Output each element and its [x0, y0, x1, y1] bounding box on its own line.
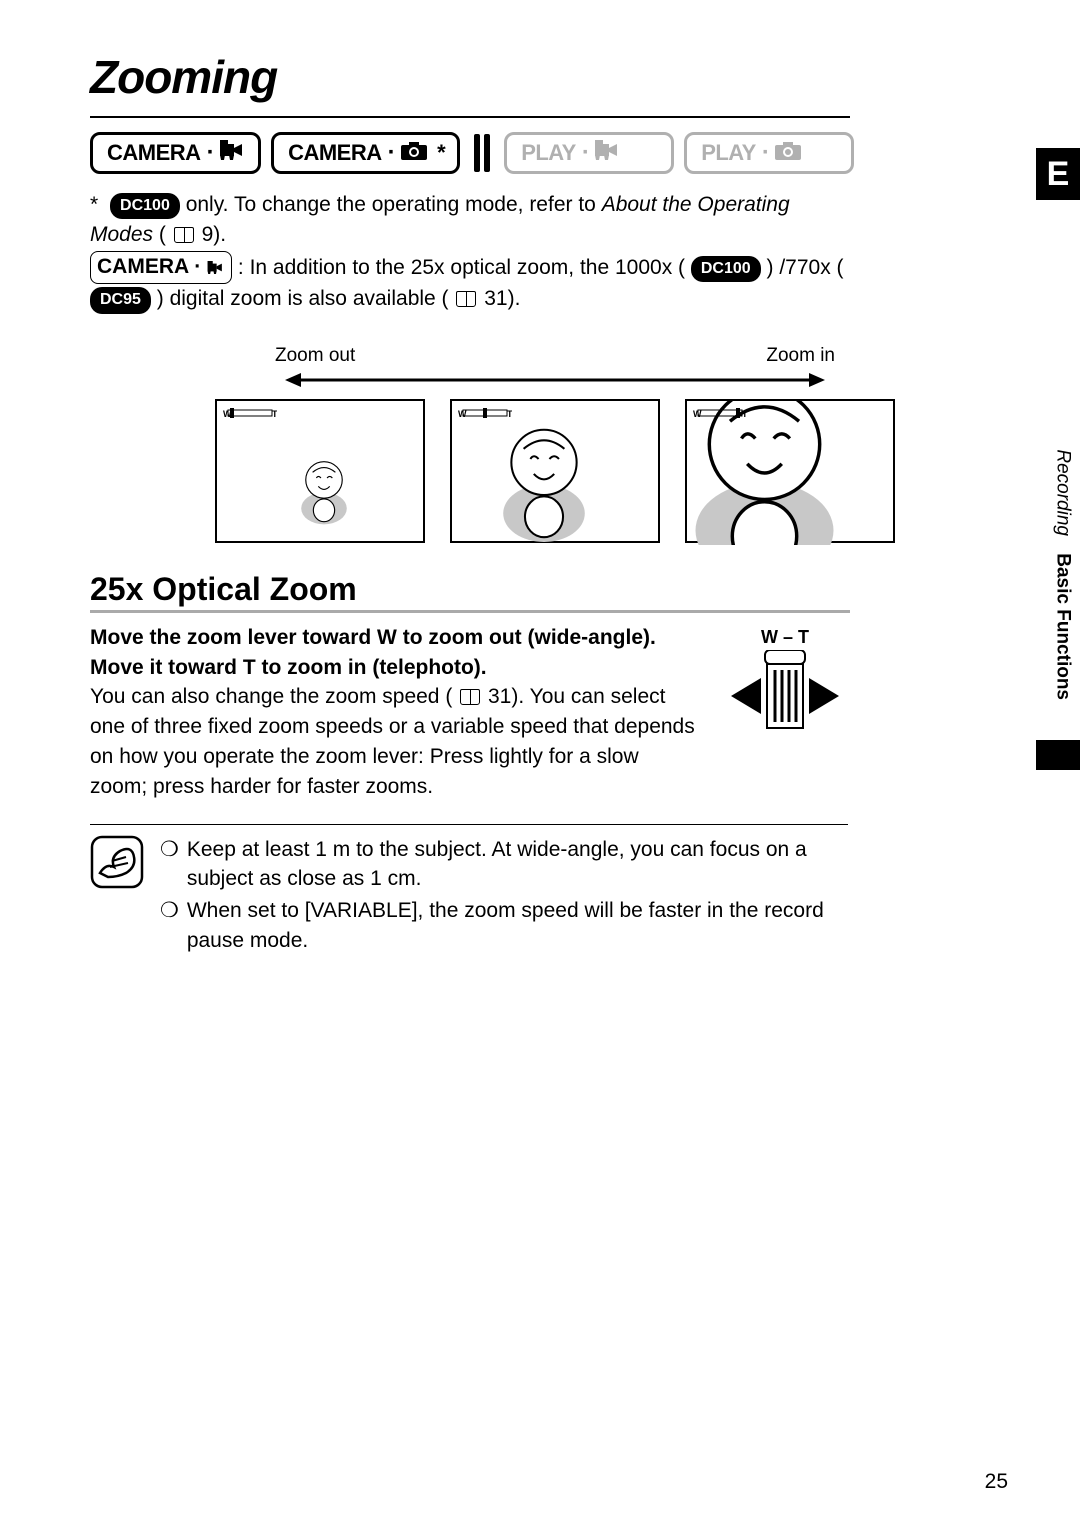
- zoom-control-diagram: W – T: [720, 623, 850, 802]
- thumbnails: WT WT: [215, 399, 895, 543]
- footnote-star: *: [90, 193, 98, 216]
- mode-divider: [474, 134, 490, 172]
- zoom-out-label: Zoom out: [275, 345, 355, 367]
- badge-dc95: DC95: [90, 287, 151, 313]
- wt-indicator: WT: [458, 407, 512, 419]
- section-rule: [90, 610, 850, 613]
- mode-play-photo-label: PLAY: [701, 140, 756, 166]
- mode-row: CAMERA · CAMERA · * PLAY · PLAY ·: [90, 132, 1020, 174]
- note-item: ❍ Keep at least 1 m to the subject. At w…: [160, 835, 850, 895]
- separator-dot: ·: [582, 141, 590, 165]
- zoom-diagram: Zoom out Zoom in WT: [215, 345, 895, 543]
- note-list: ❍ Keep at least 1 m to the subject. At w…: [160, 835, 850, 958]
- intro-ref2: 31).: [484, 287, 520, 310]
- intro-2a: : In addition to the 25x optical zoom, t…: [238, 256, 691, 279]
- thumb-wide: WT: [215, 399, 425, 543]
- arrow-line: [285, 371, 825, 389]
- page-number: 25: [985, 1470, 1008, 1494]
- mode-play-video-label: PLAY: [521, 140, 576, 166]
- video-icon: [220, 140, 246, 166]
- section-lead: Move the zoom lever toward W to zoom out…: [90, 626, 656, 679]
- side-label-sub: Recording: [1053, 449, 1074, 536]
- side-label: Recording Basic Functions: [1052, 449, 1074, 700]
- mode-camera-video-label: CAMERA: [107, 140, 201, 166]
- note-bullet: ❍: [160, 835, 179, 895]
- badge-dc100: DC100: [110, 193, 180, 219]
- book-icon: [456, 291, 476, 307]
- badge-camera-text: CAMERA ·: [97, 255, 201, 278]
- zoom-control-label: W – T: [720, 627, 850, 648]
- badge-dc100-b: DC100: [691, 256, 761, 282]
- mode-camera-video: CAMERA ·: [90, 132, 261, 174]
- notes-divider: [90, 824, 848, 825]
- edge-tab: E: [1036, 148, 1080, 200]
- camera-icon: [401, 140, 427, 166]
- note-1-text: Keep at least 1 m to the subject. At wid…: [187, 835, 850, 895]
- intro-1b: (: [159, 223, 166, 246]
- baby-illustration-mid: [452, 401, 662, 545]
- zoom-in-label: Zoom in: [766, 345, 835, 367]
- mode-play-video: PLAY ·: [504, 132, 674, 174]
- svg-text:T: T: [507, 409, 512, 419]
- page-title: Zooming: [90, 50, 1020, 104]
- note-bullet: ❍: [160, 896, 179, 956]
- video-icon: [595, 140, 621, 166]
- camera-icon: [775, 140, 801, 166]
- svg-text:W: W: [223, 409, 232, 419]
- intro-text: * DC100 only. To change the operating mo…: [90, 190, 850, 315]
- badge-camera-mode: CAMERA ·: [90, 251, 232, 284]
- intro-1a: only. To change the operating mode, refe…: [186, 193, 602, 216]
- wt-indicator: WT: [223, 407, 277, 419]
- title-underline: [90, 116, 850, 118]
- section-body: Move the zoom lever toward W to zoom out…: [90, 623, 850, 802]
- intro-ref1: 9).: [202, 223, 227, 246]
- section-heading: 25x Optical Zoom: [90, 571, 1020, 608]
- note-item: ❍ When set to [VARIABLE], the zoom speed…: [160, 896, 850, 956]
- svg-text:T: T: [742, 409, 747, 419]
- side-tab-marker: [1036, 740, 1080, 770]
- section-body-a: You can also change the zoom speed (: [90, 685, 452, 708]
- separator-dot: ·: [388, 141, 396, 165]
- mode-star: *: [437, 140, 445, 166]
- book-icon: [460, 689, 480, 705]
- note-2-text: When set to [VARIABLE], the zoom speed w…: [187, 896, 850, 956]
- svg-text:W: W: [458, 409, 467, 419]
- baby-illustration-small: [217, 401, 427, 545]
- mode-camera-photo-label: CAMERA: [288, 140, 382, 166]
- notes-block: ❍ Keep at least 1 m to the subject. At w…: [90, 835, 850, 958]
- svg-text:T: T: [272, 409, 277, 419]
- intro-2c: ) digital zoom is also available (: [157, 287, 449, 310]
- book-icon: [174, 227, 194, 243]
- mode-play-photo: PLAY ·: [684, 132, 854, 174]
- side-label-section: Basic Functions: [1053, 553, 1074, 700]
- separator-dot: ·: [207, 141, 215, 165]
- thumb-tele: WT: [685, 399, 895, 543]
- intro-2b: ) /770x (: [767, 256, 844, 279]
- wt-indicator: WT: [693, 407, 747, 419]
- section-text: Move the zoom lever toward W to zoom out…: [90, 623, 696, 802]
- thumb-mid: WT: [450, 399, 660, 543]
- mode-camera-photo: CAMERA · *: [271, 132, 460, 174]
- baby-illustration-large: [687, 401, 897, 545]
- svg-text:W: W: [693, 409, 702, 419]
- note-icon: [90, 835, 144, 958]
- separator-dot: ·: [762, 141, 770, 165]
